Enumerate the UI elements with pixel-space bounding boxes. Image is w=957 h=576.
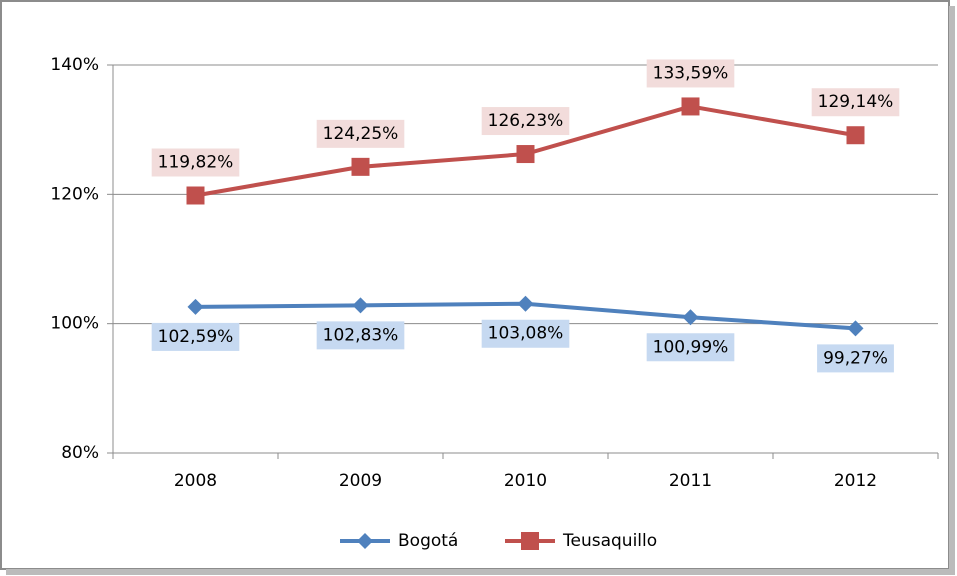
value-label: 119,82% xyxy=(158,152,234,172)
y-tick-label: 120% xyxy=(50,184,99,204)
value-label-bg xyxy=(151,148,240,177)
x-tick-label: 2012 xyxy=(834,471,877,491)
point xyxy=(847,320,864,337)
point xyxy=(681,97,700,116)
point xyxy=(682,309,699,326)
value-label-bg xyxy=(316,119,405,148)
point xyxy=(516,145,535,164)
x-tick-label: 2009 xyxy=(339,471,382,491)
value-label-bg xyxy=(481,107,570,136)
value-label: 129,14% xyxy=(818,92,894,112)
point xyxy=(846,126,865,145)
legend-marker xyxy=(357,533,373,549)
value-label: 126,23% xyxy=(488,111,564,131)
frame-shadow xyxy=(949,6,955,574)
y-tick-label: 80% xyxy=(61,443,99,463)
point xyxy=(187,298,204,315)
value-label: 124,25% xyxy=(323,124,399,144)
value-label: 100,99% xyxy=(653,337,729,357)
value-label-bg xyxy=(481,319,570,348)
value-label-bg xyxy=(646,59,735,88)
x-tick-label: 2010 xyxy=(504,471,547,491)
legend-label: Bogotá xyxy=(398,531,458,551)
frame-shadow xyxy=(6,569,955,575)
point xyxy=(352,297,369,314)
legend-marker xyxy=(521,532,539,550)
value-label: 103,08% xyxy=(488,324,564,344)
value-label-bg xyxy=(817,344,894,373)
value-label: 99,27% xyxy=(823,348,888,368)
x-tick-label: 2011 xyxy=(669,471,712,491)
value-label: 133,59% xyxy=(653,63,729,83)
x-tick-label: 2008 xyxy=(174,471,217,491)
y-tick-label: 140% xyxy=(50,55,99,75)
point xyxy=(186,186,205,205)
value-label-bg xyxy=(811,88,900,117)
legend-label: Teusaquillo xyxy=(562,531,657,551)
value-label-bg xyxy=(646,333,735,362)
value-label: 102,59% xyxy=(158,327,234,347)
value-label-bg xyxy=(316,321,405,350)
value-label: 102,83% xyxy=(323,325,399,345)
point xyxy=(351,157,370,176)
point xyxy=(517,295,534,312)
value-label-bg xyxy=(151,322,240,351)
y-tick-label: 100% xyxy=(50,314,99,334)
